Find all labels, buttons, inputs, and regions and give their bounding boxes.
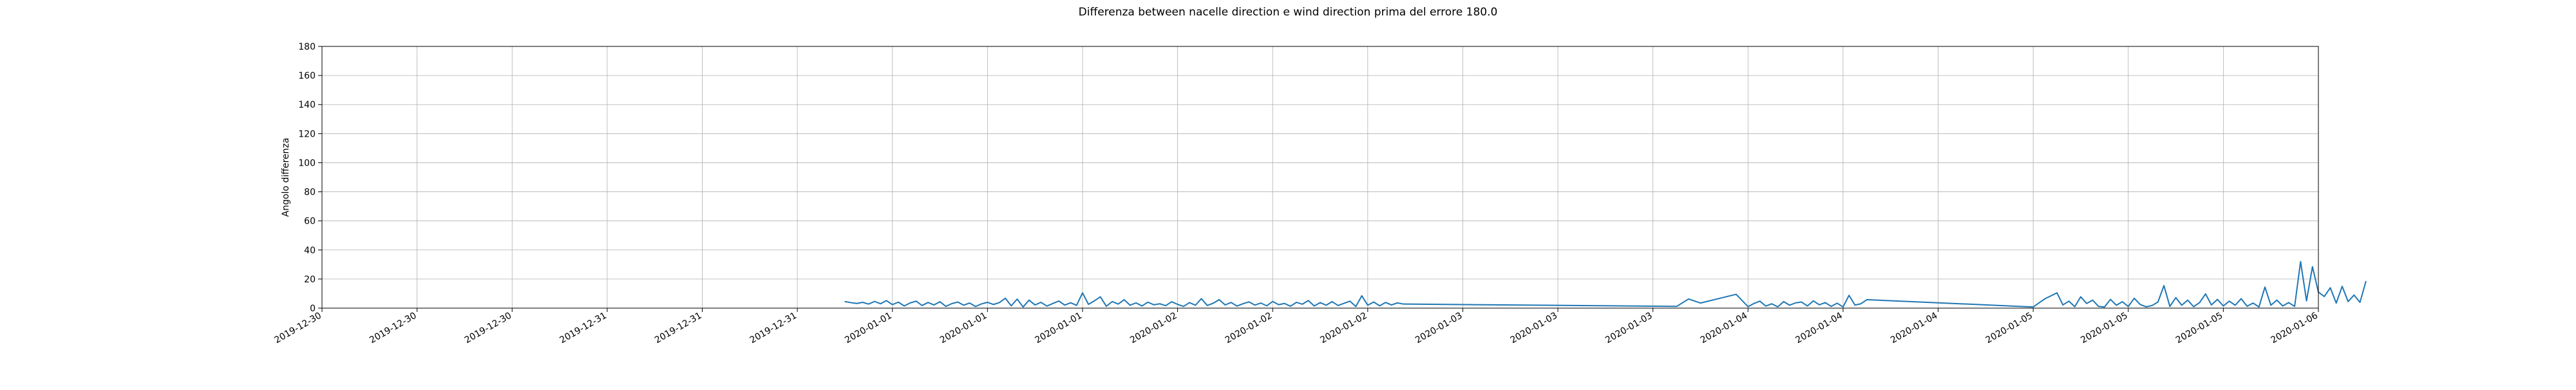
y-axis: 0 20 40 60 80 100 120 140 160 180 xyxy=(298,42,322,314)
data-point xyxy=(1195,304,1196,306)
data-point xyxy=(1058,300,1059,302)
data-point xyxy=(1177,304,1179,305)
data-point xyxy=(963,304,965,306)
data-point xyxy=(969,302,971,304)
data-point xyxy=(2121,301,2123,302)
data-point xyxy=(1278,304,1280,306)
data-point xyxy=(2074,306,2076,307)
data-point xyxy=(1789,304,1790,306)
data-point xyxy=(1830,306,1832,307)
data-point xyxy=(1361,295,1363,297)
data-point xyxy=(2205,293,2206,295)
y-tick-label: 40 xyxy=(304,246,316,256)
data-point xyxy=(2181,304,2183,306)
data-point xyxy=(1795,302,1796,304)
data-point xyxy=(1367,304,1368,306)
y-tick-label: 180 xyxy=(298,42,316,52)
data-point xyxy=(1866,299,1868,300)
data-point xyxy=(1759,300,1761,302)
data-point xyxy=(2347,301,2349,302)
data-point xyxy=(1391,304,1392,306)
series-layer xyxy=(844,260,2367,308)
data-point xyxy=(2240,298,2242,299)
data-point xyxy=(1688,298,1689,300)
data-point xyxy=(2306,300,2307,302)
y-tick-label: 20 xyxy=(304,275,316,285)
data-point xyxy=(975,306,976,307)
data-point xyxy=(2312,266,2313,268)
data-point xyxy=(1171,301,1172,302)
data-point xyxy=(874,301,875,302)
data-point xyxy=(2175,297,2177,298)
data-point xyxy=(1676,306,1678,307)
data-point xyxy=(2116,304,2117,306)
data-point xyxy=(1325,304,1327,306)
data-point xyxy=(1088,304,1089,305)
y-tick-label: 100 xyxy=(298,158,316,168)
data-point xyxy=(1052,303,1054,304)
data-point xyxy=(909,302,911,304)
data-point xyxy=(2300,261,2301,262)
data-point xyxy=(1224,304,1226,306)
y-tick-label: 120 xyxy=(298,129,316,139)
data-point xyxy=(1183,306,1184,307)
data-point xyxy=(844,301,846,302)
data-point xyxy=(945,306,947,307)
data-point xyxy=(1385,302,1387,303)
data-point xyxy=(2229,300,2230,302)
data-point xyxy=(1094,300,1095,302)
y-tick-label: 140 xyxy=(298,100,316,110)
y-tick-label: 80 xyxy=(304,188,316,198)
data-point xyxy=(1848,295,1850,296)
data-point xyxy=(1016,298,1018,300)
data-point xyxy=(1135,302,1137,304)
data-point xyxy=(2365,280,2367,282)
data-point xyxy=(1813,300,1814,302)
y-tick-label: 0 xyxy=(310,304,316,314)
data-point xyxy=(2264,286,2266,288)
data-point xyxy=(1260,302,1262,304)
y-axis-label: Angolo differenza xyxy=(281,138,291,217)
y-tick-label: 60 xyxy=(304,217,316,227)
data-point xyxy=(2324,296,2325,297)
data-point xyxy=(1070,302,1072,304)
data-point xyxy=(1218,299,1220,300)
data-point xyxy=(2199,302,2201,304)
data-point xyxy=(1034,304,1036,306)
data-point xyxy=(1700,302,1701,304)
data-point xyxy=(2217,298,2218,300)
data-point xyxy=(2098,306,2099,307)
y-tick-label: 160 xyxy=(298,71,316,81)
data-point xyxy=(1783,301,1785,302)
data-point xyxy=(1076,305,1077,306)
data-point xyxy=(1200,298,1202,299)
data-point xyxy=(1207,305,1208,306)
data-point xyxy=(2193,306,2194,307)
data-point xyxy=(892,304,893,306)
chart-title: Differenza between nacelle direction e w… xyxy=(1079,6,1498,19)
data-point xyxy=(992,304,994,305)
data-point xyxy=(1824,302,1826,304)
data-point xyxy=(2288,302,2289,304)
data-point xyxy=(2139,304,2141,305)
data-point xyxy=(1343,302,1345,304)
data-point xyxy=(1777,306,1779,307)
data-point xyxy=(1284,303,1285,304)
plot-frame xyxy=(321,46,2319,309)
data-point xyxy=(1153,304,1155,306)
data-point xyxy=(886,300,887,301)
data-point xyxy=(927,302,929,303)
data-point xyxy=(951,303,952,304)
data-point xyxy=(1307,300,1309,301)
